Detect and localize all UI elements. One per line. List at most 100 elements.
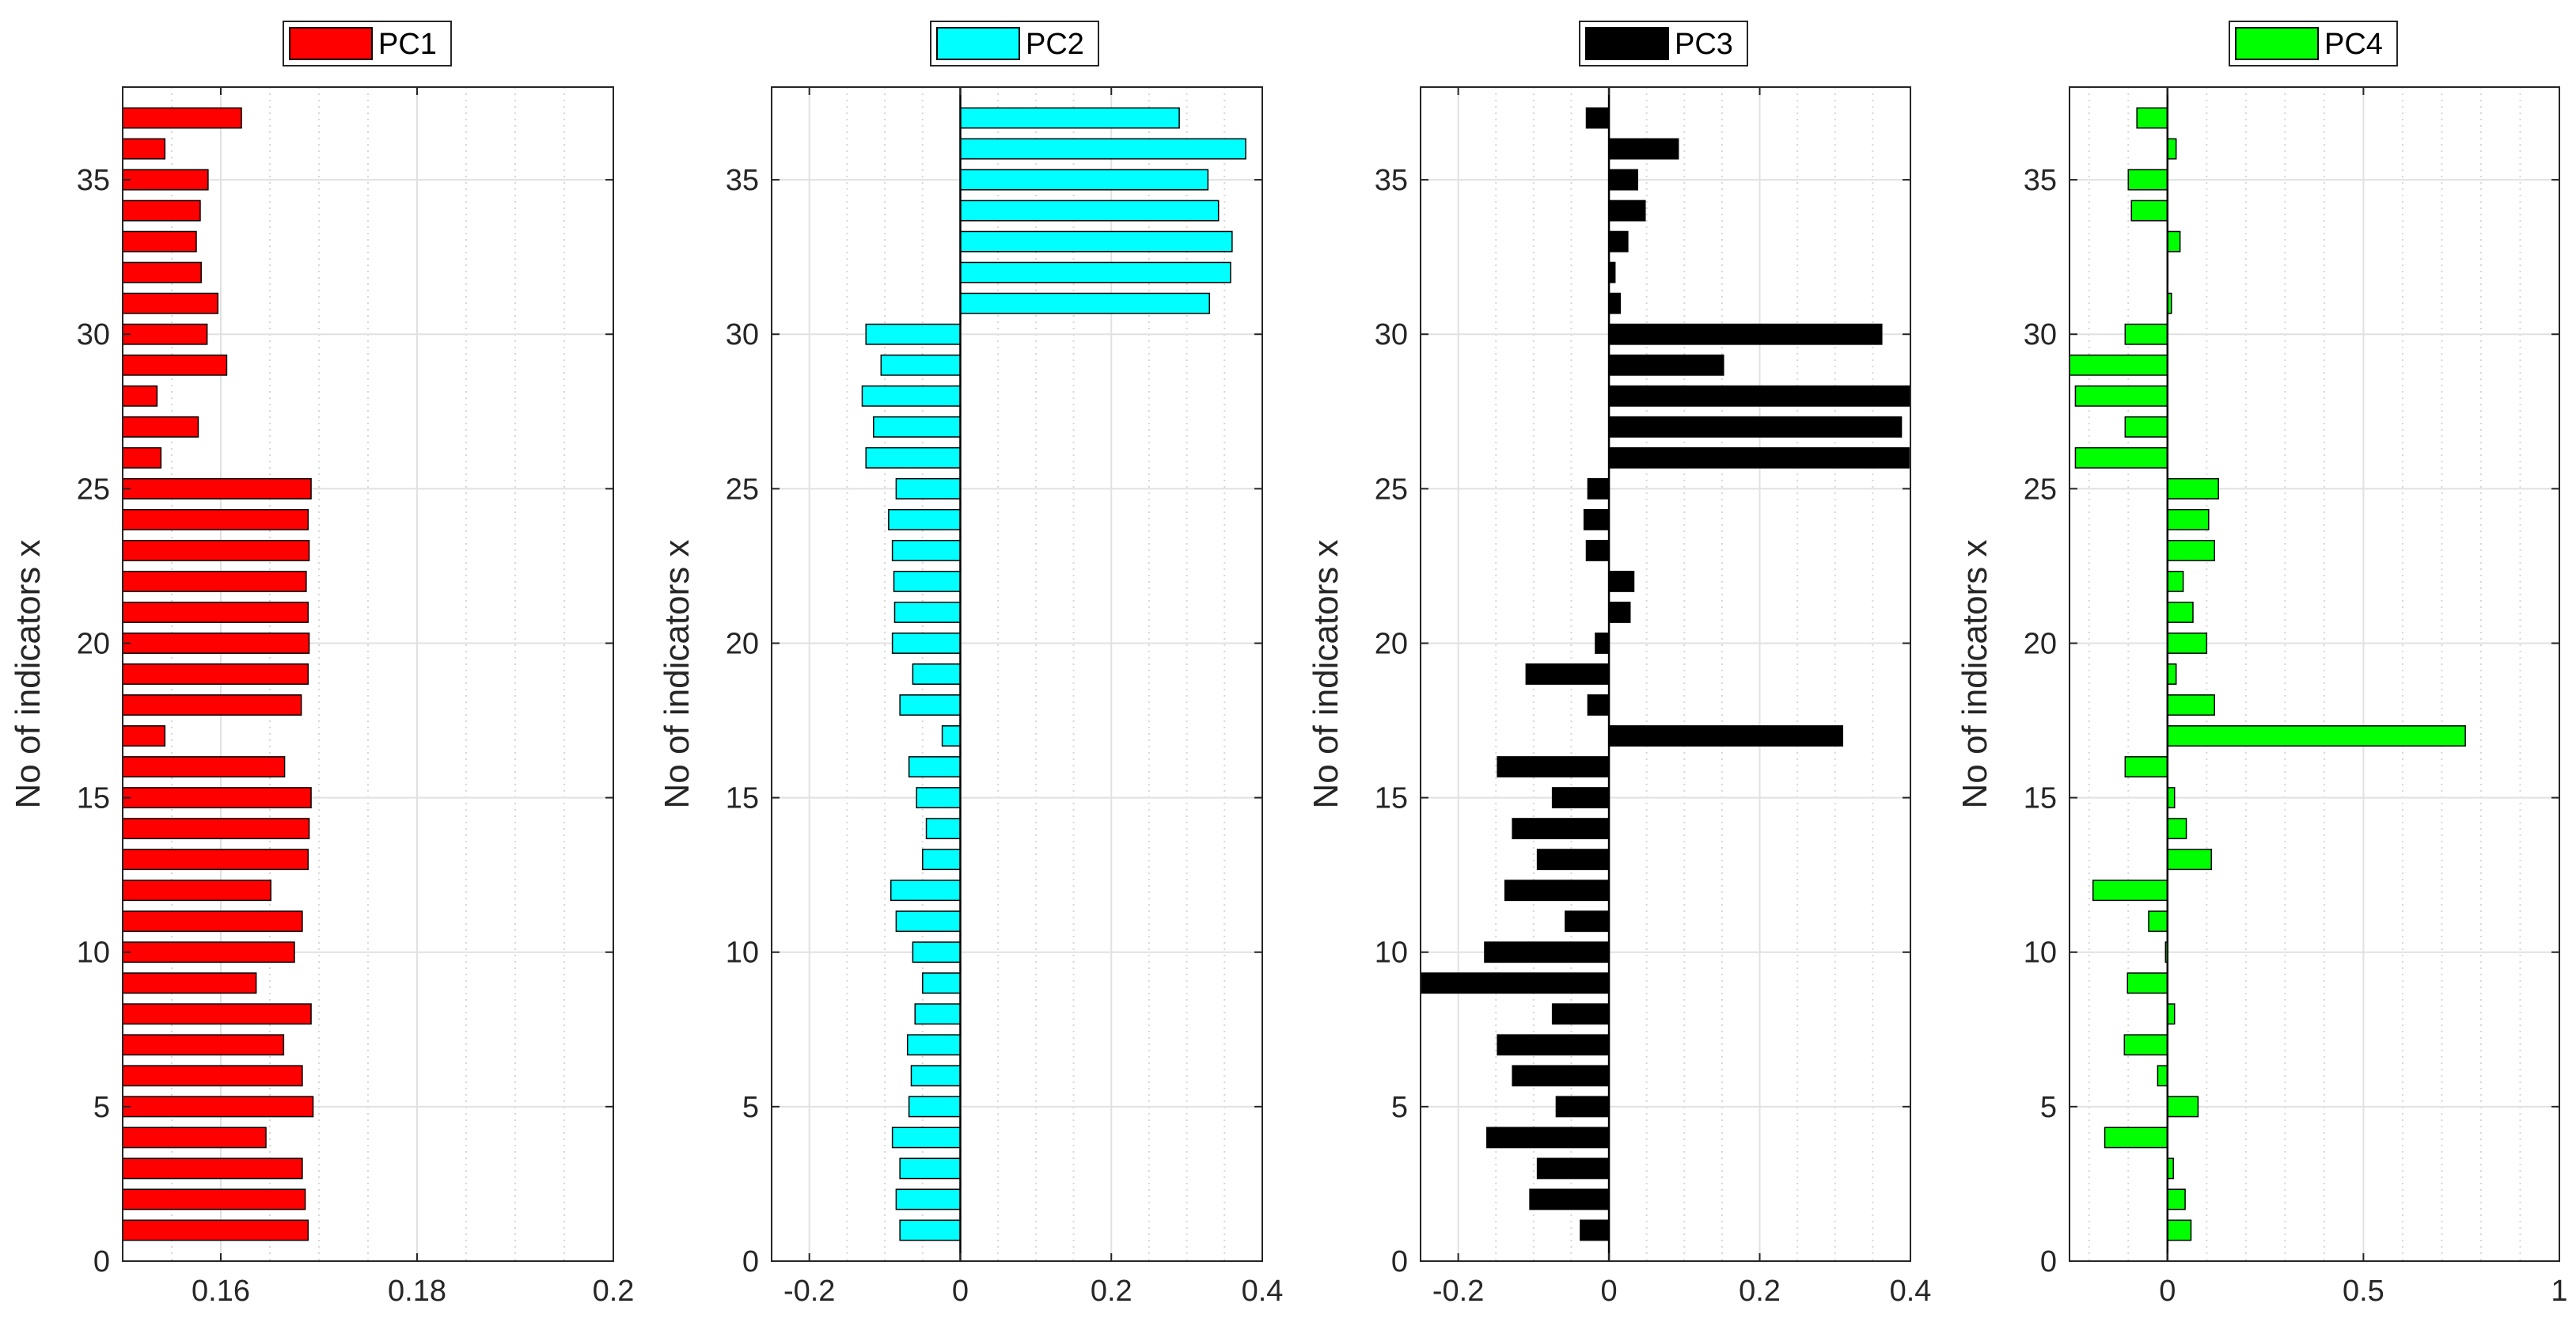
bar-indicator-25	[2167, 477, 2219, 500]
y-tick-label: 0	[93, 1245, 110, 1279]
y-tick-label: 35	[726, 164, 759, 197]
bar-indicator-36	[122, 138, 166, 160]
bar-indicator-21	[1608, 602, 1631, 623]
bar-indicator-7	[2123, 1034, 2168, 1056]
bar-indicator-37	[1585, 107, 1610, 129]
legend[interactable]: PC1	[283, 21, 452, 66]
bar-indicator-29	[880, 354, 962, 376]
bar-indicator-29	[2069, 354, 2168, 376]
bar-indicator-3	[899, 1157, 962, 1180]
bar-indicator-15	[122, 787, 312, 809]
y-tick-label: 20	[77, 627, 110, 660]
axes-box	[122, 86, 614, 1262]
bar-indicator-27	[1608, 416, 1903, 438]
legend[interactable]: PC2	[930, 21, 1099, 66]
y-tick-label: 20	[2024, 627, 2057, 660]
bar-indicator-37	[2136, 107, 2168, 129]
bar-indicator-36	[959, 138, 1246, 160]
bar-indicator-2	[122, 1188, 306, 1210]
bar-indicator-32	[122, 261, 202, 283]
bar-indicator-34	[2130, 200, 2168, 222]
bar-indicator-31	[1608, 292, 1622, 314]
bar-indicator-10	[912, 941, 962, 963]
axes-box	[771, 86, 1263, 1262]
chart-1: 0.16 0.18 0.2 0 5 10 15 20 25 30 35 No of indicator…	[9, 21, 634, 1308]
bar-indicator-25	[122, 477, 312, 500]
bar-indicator-2	[2167, 1188, 2186, 1210]
legend-label: PC2	[1026, 28, 1084, 61]
bar-indicator-33	[959, 230, 1233, 253]
bar-indicator-31	[959, 292, 1210, 314]
bar-indicator-24	[2167, 508, 2210, 530]
x-tick-label: 0.18	[388, 1275, 446, 1308]
bar-indicator-34	[1608, 200, 1646, 222]
bar-indicator-13	[922, 849, 962, 871]
bar-indicator-20	[1595, 633, 1610, 654]
bar-indicator-20	[122, 633, 310, 654]
bar-indicator-4	[891, 1127, 962, 1149]
legend[interactable]: PC4	[2229, 21, 2398, 66]
bar-indicator-21	[893, 602, 962, 623]
bar-indicator-21	[122, 602, 309, 623]
y-axis-label: No of indicators x	[1956, 540, 1994, 809]
bar-indicator-6	[1512, 1065, 1610, 1087]
y-tick-label: 30	[77, 318, 110, 352]
bar-indicator-27	[122, 416, 199, 438]
x-tick-label: -0.2	[1432, 1275, 1484, 1308]
legend[interactable]: PC3	[1579, 21, 1748, 66]
bar-indicator-27	[2124, 416, 2168, 438]
bar-indicator-28	[1608, 385, 1911, 407]
y-axis-label: No of indicators x	[1307, 540, 1345, 809]
bar-indicator-22	[2167, 570, 2184, 592]
bar-indicator-33	[2167, 230, 2181, 253]
bar-indicator-24	[122, 508, 309, 530]
bar-indicator-30	[1608, 323, 1883, 345]
bar-indicator-26	[865, 446, 962, 469]
bar-indicator-3	[1536, 1157, 1610, 1180]
y-tick-label: 0	[2040, 1245, 2057, 1279]
x-tick-label: 0	[952, 1275, 969, 1308]
bar-indicator-26	[2074, 446, 2168, 469]
bar-indicator-13	[2167, 849, 2213, 871]
bar-indicator-15	[1551, 787, 1610, 809]
bar-indicator-5	[2167, 1096, 2199, 1118]
bar-indicator-28	[861, 385, 962, 407]
bar-indicator-9	[122, 972, 257, 994]
bar-indicator-1	[2167, 1219, 2192, 1241]
y-tick-label: 15	[726, 782, 759, 815]
bar-indicator-7	[1497, 1034, 1610, 1056]
y-tick-label: 0	[742, 1245, 759, 1279]
y-tick-label: 30	[2024, 318, 2057, 352]
bar-indicator-23	[891, 539, 962, 561]
bar-indicator-36	[2167, 138, 2177, 160]
bar-indicator-15	[2167, 787, 2176, 809]
legend-swatch	[936, 27, 1020, 60]
y-tick-label: 0	[1391, 1245, 1408, 1279]
y-tick-label: 35	[1375, 164, 1408, 197]
bar-indicator-35	[959, 169, 1209, 191]
y-tick-label: 10	[2024, 937, 2057, 970]
bar-indicator-9	[922, 972, 962, 994]
bar-indicator-14	[2167, 818, 2187, 840]
bar-indicator-6	[910, 1065, 962, 1087]
bar-indicator-6	[122, 1065, 303, 1087]
bar-indicator-19	[122, 663, 309, 685]
x-tick-label: 0.2	[1739, 1275, 1781, 1308]
bar-indicator-2	[1529, 1188, 1610, 1210]
axes-box	[1420, 86, 1911, 1262]
legend-swatch	[2235, 27, 2319, 60]
bar-indicator-27	[873, 416, 962, 438]
bar-indicator-14	[122, 818, 310, 840]
bar-indicator-14	[925, 818, 962, 840]
x-tick-label: 0	[2159, 1275, 2176, 1308]
bar-indicator-19	[1525, 663, 1610, 685]
bar-indicator-23	[2167, 539, 2215, 561]
y-tick-label: 25	[726, 473, 759, 506]
y-tick-label: 5	[93, 1091, 110, 1124]
bar-indicator-17	[2167, 725, 2466, 747]
bar-indicator-37	[959, 107, 1180, 129]
bar-indicator-4	[1486, 1127, 1610, 1149]
bar-indicator-23	[122, 539, 310, 561]
y-tick-label: 5	[2040, 1091, 2057, 1124]
bar-indicator-20	[891, 633, 962, 654]
